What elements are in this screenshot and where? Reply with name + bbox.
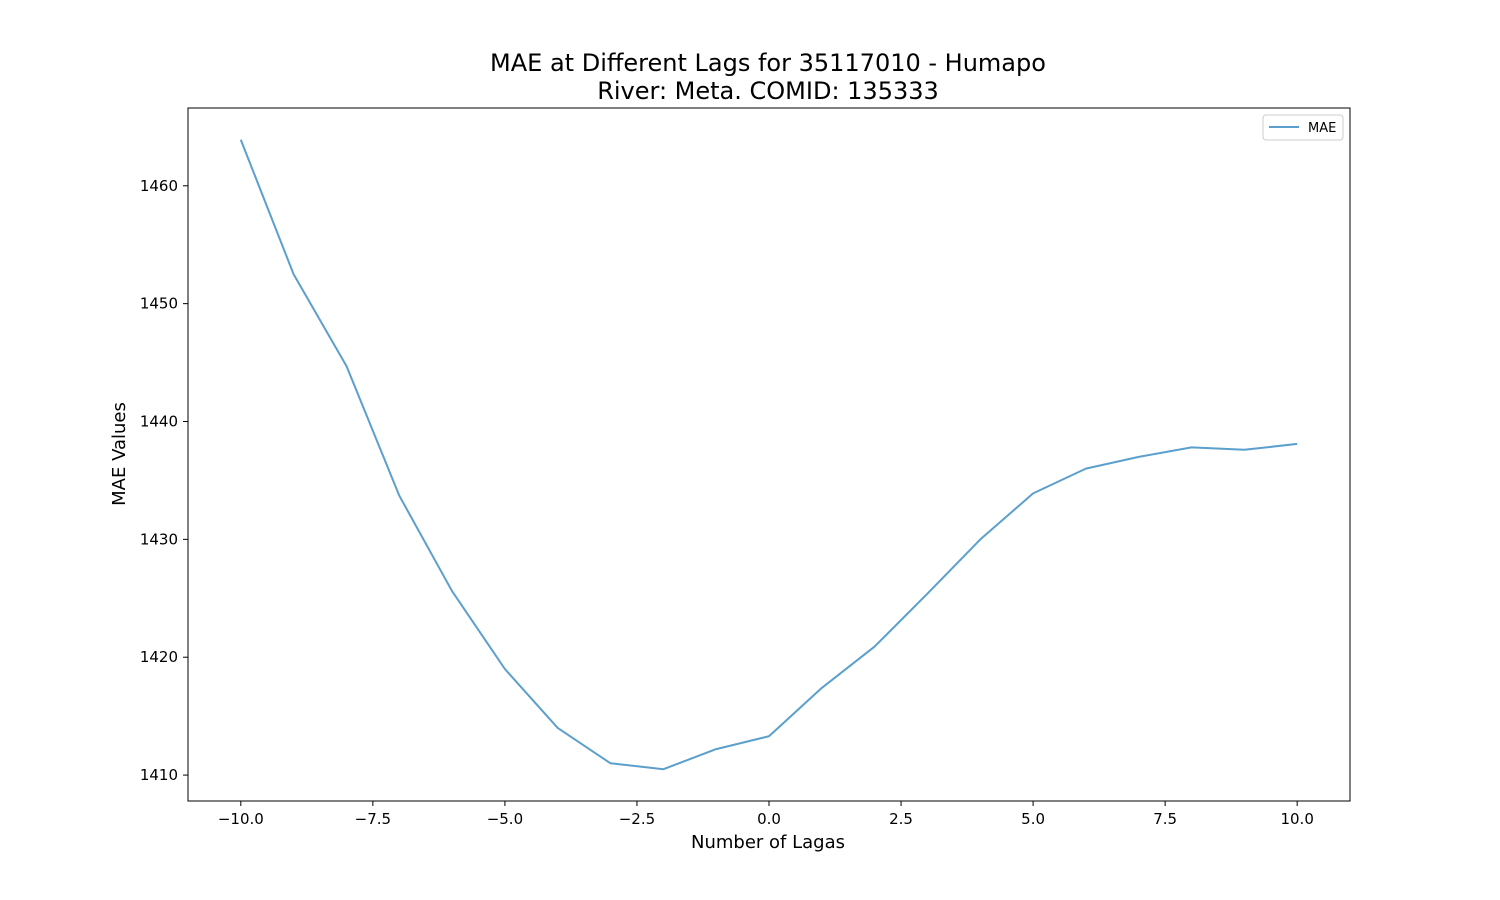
y-tick-label: 1410 [140,766,178,784]
x-tick-label: 7.5 [1153,810,1177,828]
series-layer [239,139,1298,771]
x-tick-label: −7.5 [355,810,391,828]
x-tick-label: 0.0 [757,810,781,828]
x-tick-label: 2.5 [889,810,913,828]
x-tick-label: −2.5 [619,810,655,828]
chart-title-line1: MAE at Different Lags for 35117010 - Hum… [490,49,1046,77]
x-axis: −10.0 −7.5 −5.0 −2.5 0.0 2.5 5.0 7.5 10.0 [218,801,1314,828]
x-axis-label: Number of Lagas [691,832,845,853]
y-axis: 1410 1420 1430 1440 1450 1460 [140,177,188,784]
x-tick-label: 10.0 [1280,810,1313,828]
y-tick-label: 1420 [140,648,178,666]
plot-area-frame [187,107,1351,802]
x-tick-label: −10.0 [218,810,264,828]
y-tick-label: 1450 [140,295,178,313]
chart-title-line2: River: Meta. COMID: 135333 [597,77,939,105]
x-tick-label: −5.0 [487,810,523,828]
legend-label-mae: MAE [1308,121,1336,136]
y-tick-label: 1430 [140,530,178,548]
legend: MAE [1262,114,1344,141]
legend-box [1262,114,1344,141]
series-line-mae [239,139,1298,771]
y-tick-label: 1460 [140,177,178,195]
y-axis-label: MAE Values [109,402,130,506]
x-tick-label: 5.0 [1021,810,1045,828]
y-tick-label: 1440 [140,413,178,431]
